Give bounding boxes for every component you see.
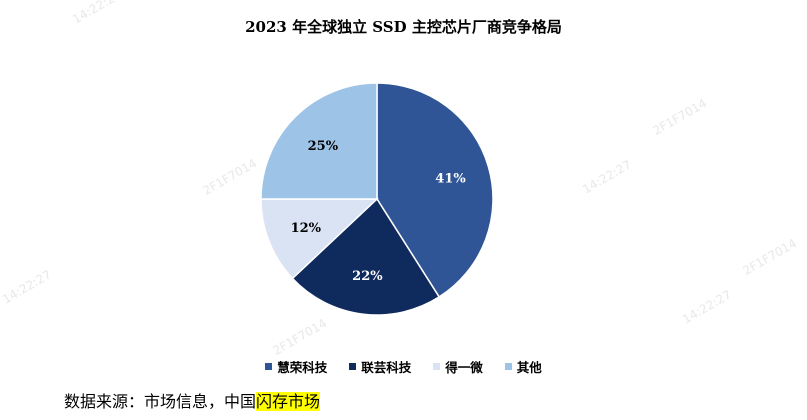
source-prefix: 数据来源：市场信息，中国: [64, 392, 257, 411]
legend-label-3: 得一微: [445, 360, 483, 375]
legend-label-1: 慧荣科技: [277, 360, 328, 375]
legend-item-4: 其他: [504, 357, 542, 376]
legend-item-2: 联芸科技: [349, 357, 411, 376]
pie-label-1: 41%: [435, 172, 466, 187]
pie-label-2: 22%: [352, 269, 383, 284]
legend-label-2: 联芸科技: [361, 360, 412, 375]
legend-item-3: 得一微: [433, 357, 483, 376]
source-highlight: 闪存市场: [256, 392, 321, 411]
chart-legend: 慧荣科技 联芸科技 得一微 其他: [0, 357, 807, 376]
legend-swatch-1: [265, 363, 273, 370]
pie-slice-4: [260, 82, 378, 200]
legend-swatch-4: [504, 363, 512, 370]
pie-slice-3: [260, 198, 379, 280]
chart-title: 2023 年全球独立 SSD 主控芯片厂商竞争格局: [245, 18, 562, 36]
legend-item-1: 慧荣科技: [265, 357, 327, 376]
legend-swatch-3: [433, 363, 441, 370]
legend-label-4: 其他: [516, 360, 542, 375]
legend-swatch-2: [349, 363, 357, 370]
pie-label-3: 12%: [291, 221, 322, 236]
source-note: 数据来源：市场信息，中国闪存市场: [64, 388, 321, 412]
pie-slice-2: [291, 197, 441, 316]
pie-label-4: 25%: [308, 139, 339, 154]
